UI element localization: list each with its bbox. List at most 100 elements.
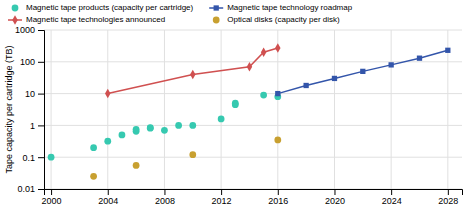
data-point (161, 127, 168, 134)
data-point (133, 126, 140, 133)
data-point (389, 62, 394, 67)
data-point (133, 162, 140, 169)
x-grid-line (334, 30, 335, 189)
x-tick-label: 2012 (212, 196, 232, 206)
legend-swatch (213, 17, 220, 24)
x-tick-mark (221, 189, 222, 195)
y-axis: 0.01 0.1 1 10 100 1000 (15, 25, 45, 194)
data-point (261, 47, 266, 56)
data-point (247, 62, 252, 71)
x-axis: 2000 2004 2008 2012 2016 2020 2024 2028 (42, 189, 463, 206)
data-point (189, 151, 196, 158)
series-line (108, 48, 278, 94)
data-point (175, 122, 182, 129)
y-tick-mark (38, 94, 44, 95)
data-point (218, 116, 225, 123)
y-tick: 0.1 (22, 153, 44, 163)
legend-item: Magnetic tape products (capacity per car… (12, 3, 194, 12)
x-tick-label: 2020 (325, 196, 345, 206)
data-point (105, 89, 110, 98)
data-point (360, 69, 365, 74)
data-point (48, 154, 55, 161)
x-tick-label: 2024 (382, 196, 402, 206)
legend-swatch (12, 5, 19, 12)
y-tick-label: 1 (30, 121, 35, 131)
data-point (275, 43, 280, 52)
chart: 2000 2004 2008 2012 2016 2020 2024 2028 0.01 0.1 1… (0, 0, 474, 209)
y-tick: 1000 (15, 25, 44, 35)
y-tick-label: 10 (25, 89, 35, 99)
x-tick-mark (448, 189, 449, 195)
y-tick: 1 (30, 121, 44, 131)
x-axis-line (45, 190, 463, 196)
legend-label: Magnetic tape products (capacity per car… (26, 3, 194, 12)
legend-swatch (214, 5, 219, 10)
y-tick: 10 (25, 89, 44, 99)
y-tick-label: 100 (20, 57, 35, 67)
x-tick-mark (334, 189, 335, 195)
x-tick-mark (51, 189, 52, 195)
x-tick: 2012 (212, 189, 232, 206)
x-tick: 2004 (98, 189, 118, 206)
x-grid-line (107, 30, 108, 189)
data-point (119, 132, 126, 139)
data-point (189, 122, 196, 129)
data-point (147, 125, 154, 132)
y-axis-title: Tape capacity per cartridge (TB) (4, 45, 14, 173)
x-tick-label: 2016 (268, 196, 288, 206)
data-point (260, 92, 267, 99)
y-grid-line (44, 157, 462, 158)
y-grid-line (44, 30, 462, 31)
legend-item: Optical disks (capacity per disk) (213, 15, 340, 24)
data-point (104, 138, 111, 145)
data-point (147, 124, 154, 131)
data-point (190, 70, 195, 79)
x-tick: 2008 (155, 189, 175, 206)
data-point (303, 83, 308, 88)
x-grid-line (164, 30, 165, 189)
y-tick-label: 0.01 (17, 184, 35, 194)
x-tick-mark (164, 189, 165, 195)
data-point (275, 91, 280, 96)
x-tick: 2000 (42, 189, 62, 206)
x-grid-line (391, 30, 392, 189)
y-tick-mark (38, 157, 44, 158)
legend-label: Magnetic tape technologies announced (26, 15, 165, 24)
x-grid-line (277, 30, 278, 189)
data-point (232, 101, 239, 108)
y-tick-mark (38, 30, 44, 31)
data-point (90, 173, 97, 180)
x-tick: 2024 (382, 189, 402, 206)
data-point (332, 76, 337, 81)
legend-item: Magnetic tape technology roadmap (209, 3, 353, 12)
y-axis-line (38, 31, 45, 190)
y-tick-mark (38, 62, 44, 63)
series-line (278, 50, 448, 93)
legend: Magnetic tape products (capacity per car… (8, 3, 353, 25)
y-tick: 0.01 (17, 184, 44, 194)
y-tick-label: 0.1 (22, 153, 35, 163)
x-tick: 2016 (268, 189, 288, 206)
data-point (417, 56, 422, 61)
x-grid-line (51, 30, 52, 189)
y-grid-line (44, 125, 462, 126)
x-tick-label: 2008 (155, 196, 175, 206)
x-tick: 2028 (438, 189, 458, 206)
x-tick-label: 2028 (438, 196, 458, 206)
x-tick-label: 2004 (98, 196, 118, 206)
data-point (445, 48, 450, 53)
y-tick-mark (38, 125, 44, 126)
data-point (274, 137, 281, 144)
x-grid-line (447, 30, 448, 189)
y-tick-label: 1000 (15, 25, 35, 35)
x-tick-mark (108, 189, 109, 195)
x-grid-line (221, 30, 222, 189)
plot-area (48, 43, 451, 179)
y-tick: 100 (20, 57, 44, 67)
y-tick-mark (38, 189, 44, 190)
legend-label: Optical disks (capacity per disk) (227, 15, 340, 24)
x-tick-mark (391, 189, 392, 195)
data-point (90, 144, 97, 151)
x-tick: 2020 (325, 189, 345, 206)
x-tick-mark (278, 189, 279, 195)
